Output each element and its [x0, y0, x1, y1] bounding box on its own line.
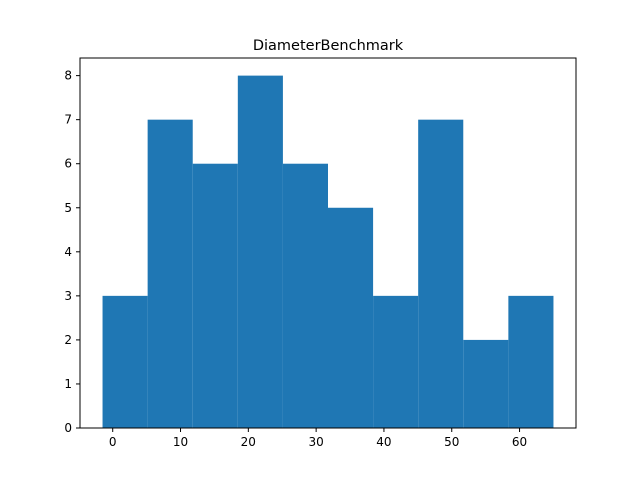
histogram-bar	[237, 75, 283, 428]
y-tick-label: 0	[64, 421, 72, 435]
x-tick-label: 50	[444, 435, 459, 449]
histogram-bar	[102, 295, 148, 428]
y-tick-label: 6	[64, 157, 72, 171]
histogram-bar	[373, 295, 419, 428]
x-axis: 0 10 20 30 40 50 60	[109, 428, 527, 449]
x-tick-label: 10	[173, 435, 188, 449]
bars-group	[102, 75, 554, 429]
x-tick-label: 0	[109, 435, 117, 449]
chart-title: DiameterBenchmark	[253, 38, 404, 54]
x-tick-label: 20	[241, 435, 256, 449]
histogram-bar	[147, 119, 193, 429]
histogram-bar	[508, 295, 554, 428]
histogram-bar	[282, 163, 328, 428]
y-tick-label: 4	[64, 245, 72, 259]
y-tick-label: 8	[64, 69, 72, 83]
y-tick-label: 5	[64, 201, 72, 215]
histogram-bar	[192, 163, 238, 428]
y-tick-label: 2	[64, 333, 72, 347]
x-tick-label: 60	[512, 435, 527, 449]
y-tick-label: 1	[64, 377, 72, 391]
y-tick-label: 3	[64, 289, 72, 303]
axes-frame	[79, 57, 577, 429]
histogram-bar	[418, 119, 464, 429]
x-tick-label: 40	[376, 435, 391, 449]
x-tick-label: 30	[308, 435, 323, 449]
histogram-bar	[463, 339, 509, 428]
y-tick-label: 7	[64, 113, 72, 127]
y-axis: 0 1 2 3 4 5 6 7 8	[64, 69, 80, 435]
histogram-bar	[328, 207, 374, 428]
